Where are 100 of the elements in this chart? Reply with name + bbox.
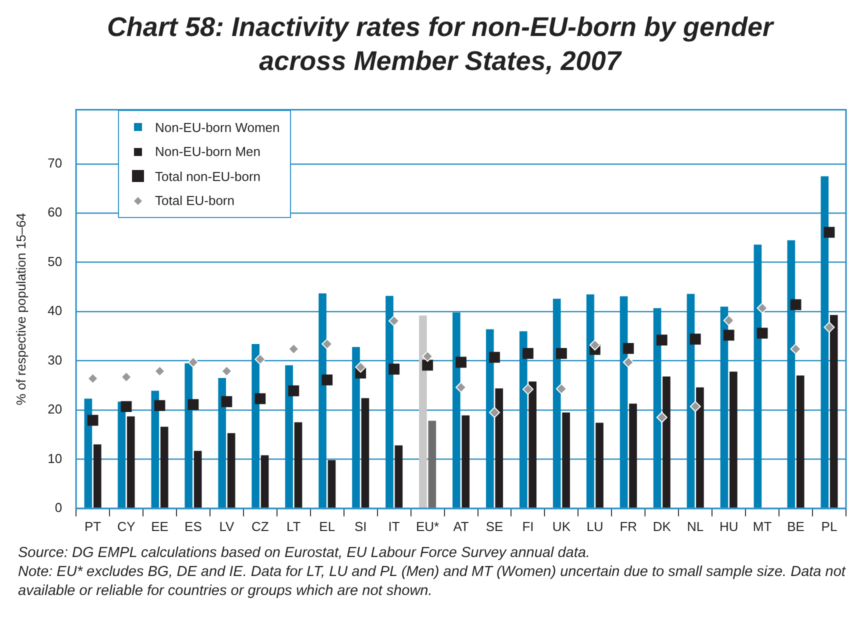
point bbox=[556, 383, 567, 394]
x-tick-label: IT bbox=[388, 518, 400, 534]
bar bbox=[686, 294, 695, 508]
bar bbox=[118, 402, 126, 508]
point bbox=[622, 343, 634, 354]
point bbox=[489, 352, 500, 363]
y-tick-label: 50 bbox=[48, 254, 62, 269]
x-tick-label: BE bbox=[787, 518, 805, 534]
point bbox=[656, 334, 668, 346]
point bbox=[589, 340, 600, 351]
point bbox=[322, 374, 333, 386]
bar bbox=[486, 329, 494, 508]
point bbox=[790, 343, 802, 354]
bar bbox=[394, 445, 403, 508]
x-tick-label: EL bbox=[319, 518, 336, 534]
chart-title: Chart 58: Inactivity rates for non-EU-born by gender across Member States, 2007 bbox=[106, 11, 776, 78]
x-tick-label: MT bbox=[752, 518, 772, 534]
x-tick-label: CZ bbox=[252, 518, 269, 534]
x-tick-label: FI bbox=[522, 518, 534, 534]
bar bbox=[260, 455, 269, 508]
point bbox=[254, 393, 266, 404]
point bbox=[221, 366, 232, 377]
y-tick-label: 10 bbox=[48, 450, 62, 466]
bar bbox=[754, 244, 762, 508]
bar bbox=[227, 433, 236, 508]
point bbox=[154, 400, 166, 411]
text: Note: EU* excludes BG, DE and IE. Data for LT, LU and PL (Men) and MT (Women) uncertain due to small sample size. Data not available or reliable for countries or groups which are not shown. bbox=[18, 563, 847, 601]
point bbox=[422, 360, 434, 371]
y-tick-label: 20 bbox=[48, 402, 62, 417]
bar bbox=[720, 306, 728, 508]
x-tick-label: NL bbox=[687, 518, 704, 534]
bar bbox=[428, 420, 436, 508]
point bbox=[422, 350, 434, 362]
x-tick-label: AT bbox=[453, 518, 469, 534]
bar bbox=[796, 376, 804, 508]
point bbox=[388, 315, 400, 326]
point bbox=[288, 385, 300, 396]
point bbox=[790, 299, 802, 310]
bar bbox=[629, 404, 637, 508]
bar bbox=[495, 388, 504, 508]
point bbox=[87, 414, 98, 426]
point bbox=[456, 382, 467, 393]
point bbox=[489, 406, 500, 418]
y-tick-label: 30 bbox=[48, 352, 62, 368]
x-tick-label: EE bbox=[151, 518, 169, 534]
x-tick-label: LT bbox=[286, 518, 301, 534]
x-tick-label: LV bbox=[219, 518, 234, 534]
legend-label: Non-EU-born Men bbox=[155, 144, 260, 160]
bar bbox=[386, 296, 394, 508]
point bbox=[188, 356, 199, 368]
x-tick-label: LU bbox=[586, 518, 604, 534]
x-tick-label: EU* bbox=[416, 518, 440, 534]
x-tick-label: HU bbox=[719, 518, 738, 534]
bar bbox=[586, 294, 594, 508]
legend-label: Total non-EU-born bbox=[155, 168, 260, 184]
x-tick-label: UK bbox=[552, 518, 571, 534]
point bbox=[355, 362, 366, 373]
bar bbox=[696, 387, 704, 508]
bar bbox=[294, 422, 302, 508]
point bbox=[288, 343, 300, 354]
y-tick-label: 60 bbox=[48, 204, 62, 220]
bar bbox=[620, 296, 628, 508]
bar bbox=[328, 460, 336, 508]
bar bbox=[552, 298, 561, 508]
y-axis-title: % of respective population 15–64 bbox=[13, 212, 28, 406]
point bbox=[322, 338, 333, 350]
x-tick-label: PL bbox=[821, 518, 838, 534]
x-tick-label: PT bbox=[84, 518, 102, 534]
point bbox=[154, 366, 166, 377]
x-tick-label: ES bbox=[184, 518, 202, 534]
point bbox=[756, 302, 768, 314]
bar bbox=[787, 240, 796, 508]
bar bbox=[252, 344, 260, 508]
bar bbox=[126, 416, 135, 508]
point bbox=[824, 322, 835, 333]
bar bbox=[662, 376, 670, 508]
y-tick-label: 40 bbox=[48, 303, 62, 318]
bar bbox=[730, 372, 738, 508]
bar bbox=[419, 316, 427, 508]
bar bbox=[285, 365, 293, 508]
point bbox=[690, 334, 701, 345]
point bbox=[188, 399, 199, 410]
bar bbox=[352, 346, 360, 508]
x-tick-label: DK bbox=[652, 518, 672, 534]
point bbox=[656, 412, 668, 423]
x-tick-label: FR bbox=[620, 518, 638, 534]
point bbox=[723, 314, 734, 326]
legend-label: Non-EU-born Women bbox=[155, 120, 280, 135]
bar bbox=[151, 390, 160, 508]
bar bbox=[218, 378, 226, 508]
bar bbox=[452, 312, 460, 508]
point bbox=[120, 401, 132, 412]
point bbox=[756, 328, 768, 339]
point bbox=[120, 372, 132, 383]
bar bbox=[361, 398, 370, 508]
point bbox=[723, 330, 734, 341]
bar bbox=[562, 412, 570, 508]
bar bbox=[93, 444, 102, 508]
point bbox=[522, 384, 534, 395]
legend-label: Total EU-born bbox=[155, 193, 234, 208]
